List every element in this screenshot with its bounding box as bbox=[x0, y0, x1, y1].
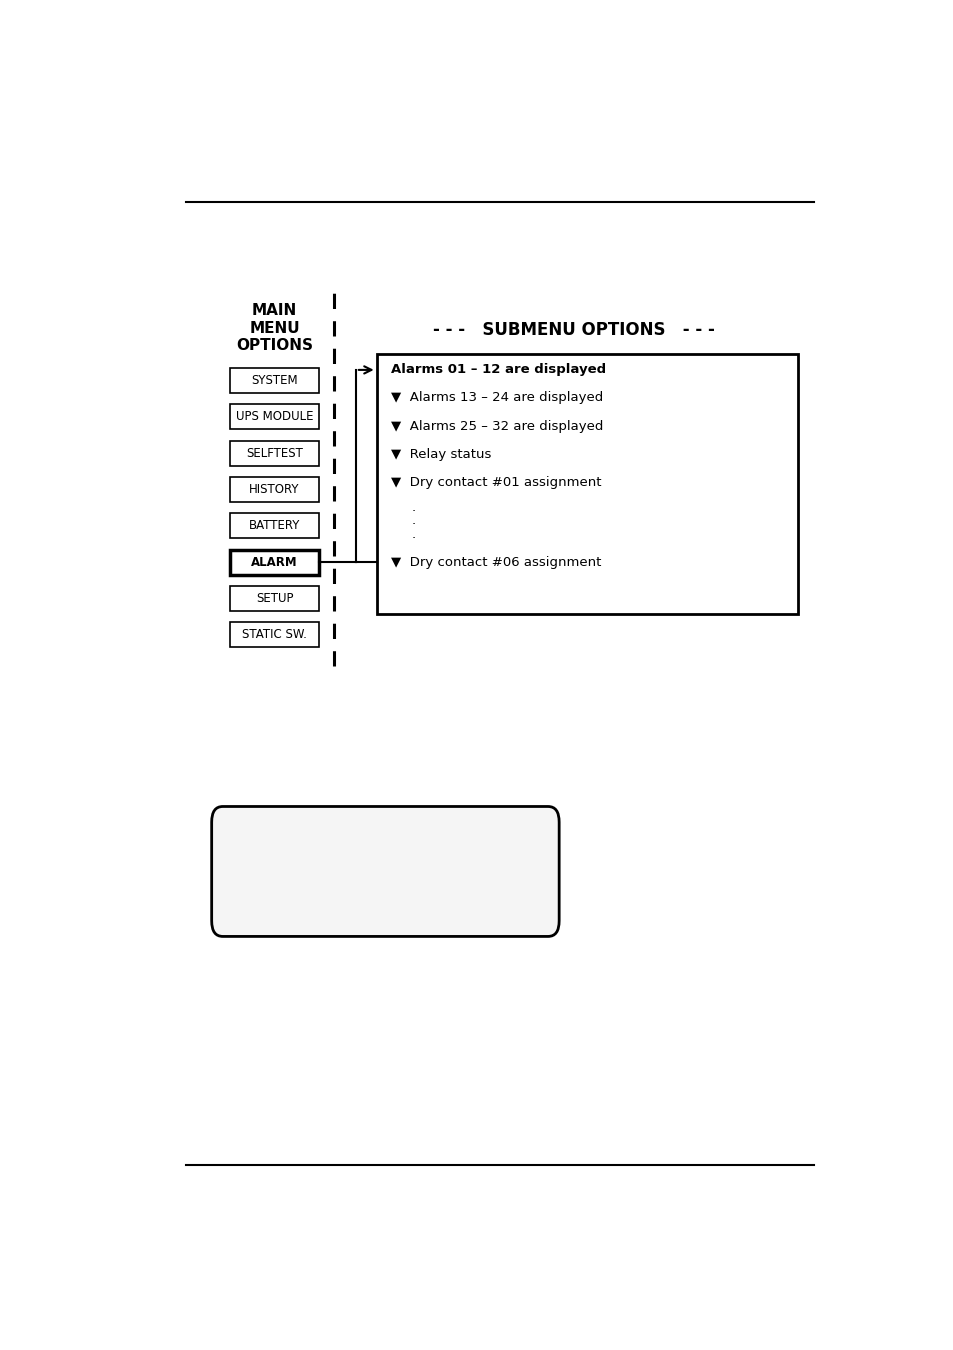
Text: - - -   SUBMENU OPTIONS   - - -: - - - SUBMENU OPTIONS - - - bbox=[433, 321, 714, 339]
Text: Alarms 01 – 12 are displayed: Alarms 01 – 12 are displayed bbox=[391, 363, 606, 377]
FancyBboxPatch shape bbox=[212, 806, 558, 937]
Text: ▼  Relay status: ▼ Relay status bbox=[391, 448, 491, 460]
Text: .: . bbox=[411, 514, 415, 526]
Text: SETUP: SETUP bbox=[255, 593, 293, 605]
Text: ▼  Alarms 13 – 24 are displayed: ▼ Alarms 13 – 24 are displayed bbox=[391, 392, 603, 405]
Text: ▼  Dry contact #01 assignment: ▼ Dry contact #01 assignment bbox=[391, 475, 601, 489]
FancyBboxPatch shape bbox=[230, 440, 318, 466]
FancyBboxPatch shape bbox=[230, 477, 318, 502]
Text: HISTORY: HISTORY bbox=[249, 483, 299, 495]
FancyBboxPatch shape bbox=[230, 586, 318, 612]
Text: ▼  Alarms 25 – 32 are displayed: ▼ Alarms 25 – 32 are displayed bbox=[391, 420, 603, 432]
Text: BATTERY: BATTERY bbox=[249, 520, 300, 532]
Text: .: . bbox=[411, 501, 415, 513]
Text: UPS MODULE: UPS MODULE bbox=[235, 410, 313, 423]
Text: ▼  Dry contact #06 assignment: ▼ Dry contact #06 assignment bbox=[391, 556, 601, 568]
Text: .: . bbox=[411, 528, 415, 540]
Text: SYSTEM: SYSTEM bbox=[251, 374, 297, 387]
FancyBboxPatch shape bbox=[230, 622, 318, 648]
FancyBboxPatch shape bbox=[230, 549, 318, 575]
FancyBboxPatch shape bbox=[230, 404, 318, 429]
FancyBboxPatch shape bbox=[230, 513, 318, 539]
Text: ALARM: ALARM bbox=[251, 556, 297, 568]
Text: STATIC SW.: STATIC SW. bbox=[242, 629, 307, 641]
Text: MAIN
MENU
OPTIONS: MAIN MENU OPTIONS bbox=[235, 304, 313, 354]
Text: SELFTEST: SELFTEST bbox=[246, 447, 303, 459]
Bar bbox=[376, 354, 797, 614]
FancyBboxPatch shape bbox=[230, 367, 318, 393]
